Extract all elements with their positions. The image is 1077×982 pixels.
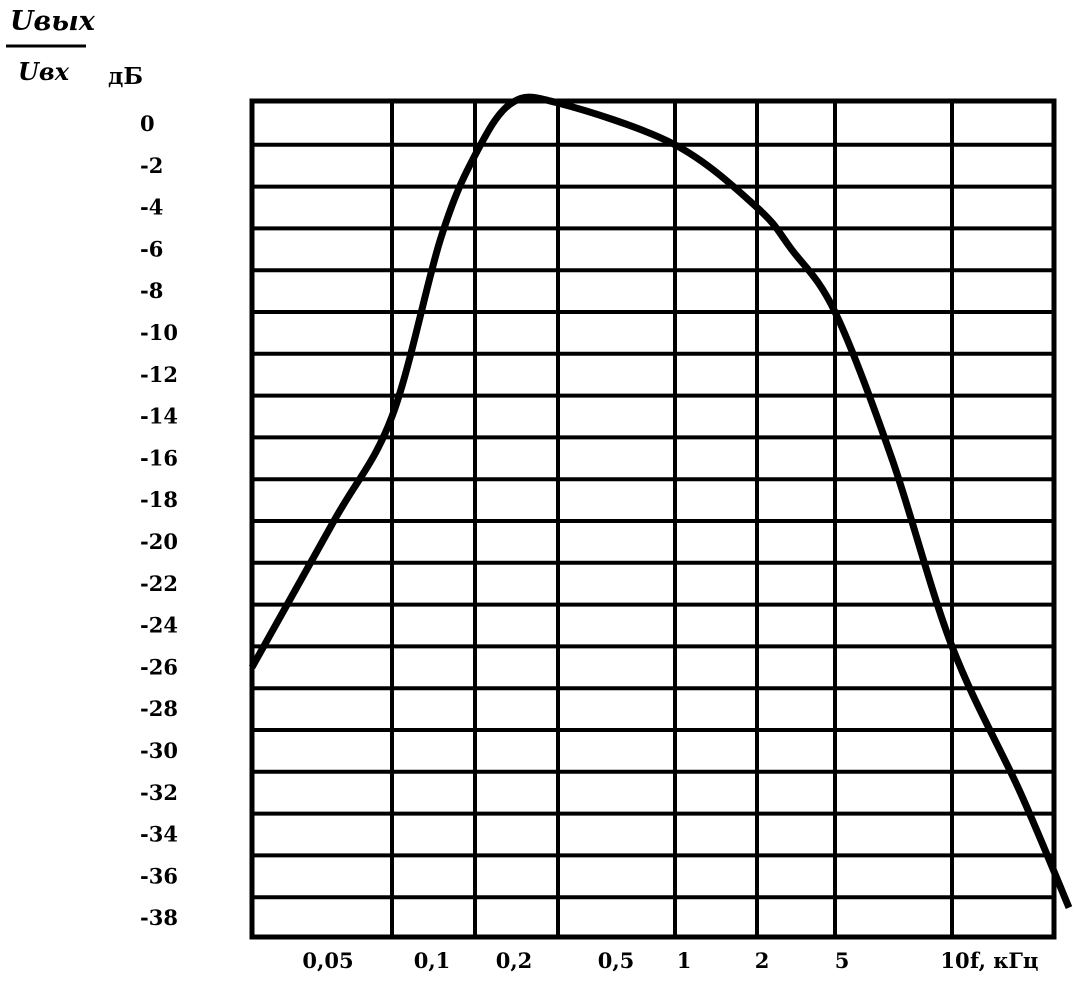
y-tick-label: -36 bbox=[140, 863, 178, 888]
y-tick-label: -16 bbox=[140, 445, 178, 470]
y-tick-label: -32 bbox=[140, 780, 178, 805]
x-tick-label: 1 bbox=[677, 948, 692, 973]
y-tick-label: -22 bbox=[140, 571, 178, 596]
y-tick-label: -10 bbox=[140, 320, 178, 345]
y-tick-label: -28 bbox=[140, 696, 178, 721]
response-curve bbox=[248, 93, 1073, 909]
y-tick-label: -18 bbox=[140, 487, 178, 512]
y-tick-label: -38 bbox=[140, 905, 178, 930]
y-tick-label: 0 bbox=[140, 111, 155, 136]
x-tick-label: 2 bbox=[755, 948, 770, 973]
y-tick-label: -26 bbox=[140, 654, 178, 679]
plot-grid bbox=[249, 98, 1057, 940]
y-tick-label: -30 bbox=[140, 738, 178, 763]
x-tick-label: 0,2 bbox=[496, 948, 533, 973]
x-tick-label: 10 bbox=[940, 948, 969, 973]
y-tick-label: -12 bbox=[140, 362, 178, 387]
x-tick-labels: 0,05 0,1 0,2 0,5 1 2 5 10 bbox=[302, 948, 969, 973]
x-tick-label: 5 bbox=[835, 948, 850, 973]
y-tick-labels: 0 -2 -4 -6 -8 -10 -12 -14 -16 -18 -20 -22 -24 -26 -28 -… bbox=[140, 111, 178, 930]
x-tick-label: 0,5 bbox=[598, 948, 635, 973]
y-tick-label: -8 bbox=[140, 278, 163, 303]
y-tick-label: -24 bbox=[140, 613, 178, 638]
y-unit-label: дБ bbox=[108, 63, 143, 90]
x-tick-label: 0,1 bbox=[414, 948, 451, 973]
y-label-numerator: Uвых bbox=[10, 6, 96, 37]
y-tick-label: -6 bbox=[140, 236, 163, 261]
y-tick-label: -4 bbox=[140, 195, 163, 220]
y-tick-label: -2 bbox=[140, 153, 163, 178]
x-axis-label: f, кГц bbox=[970, 948, 1038, 973]
x-tick-label: 0,05 bbox=[302, 948, 353, 973]
y-label-denominator: Uвх bbox=[18, 57, 70, 86]
y-tick-label: -14 bbox=[140, 404, 178, 429]
series-group bbox=[248, 93, 1073, 909]
y-tick-label: -20 bbox=[140, 529, 178, 554]
y-tick-label: -34 bbox=[140, 822, 178, 847]
